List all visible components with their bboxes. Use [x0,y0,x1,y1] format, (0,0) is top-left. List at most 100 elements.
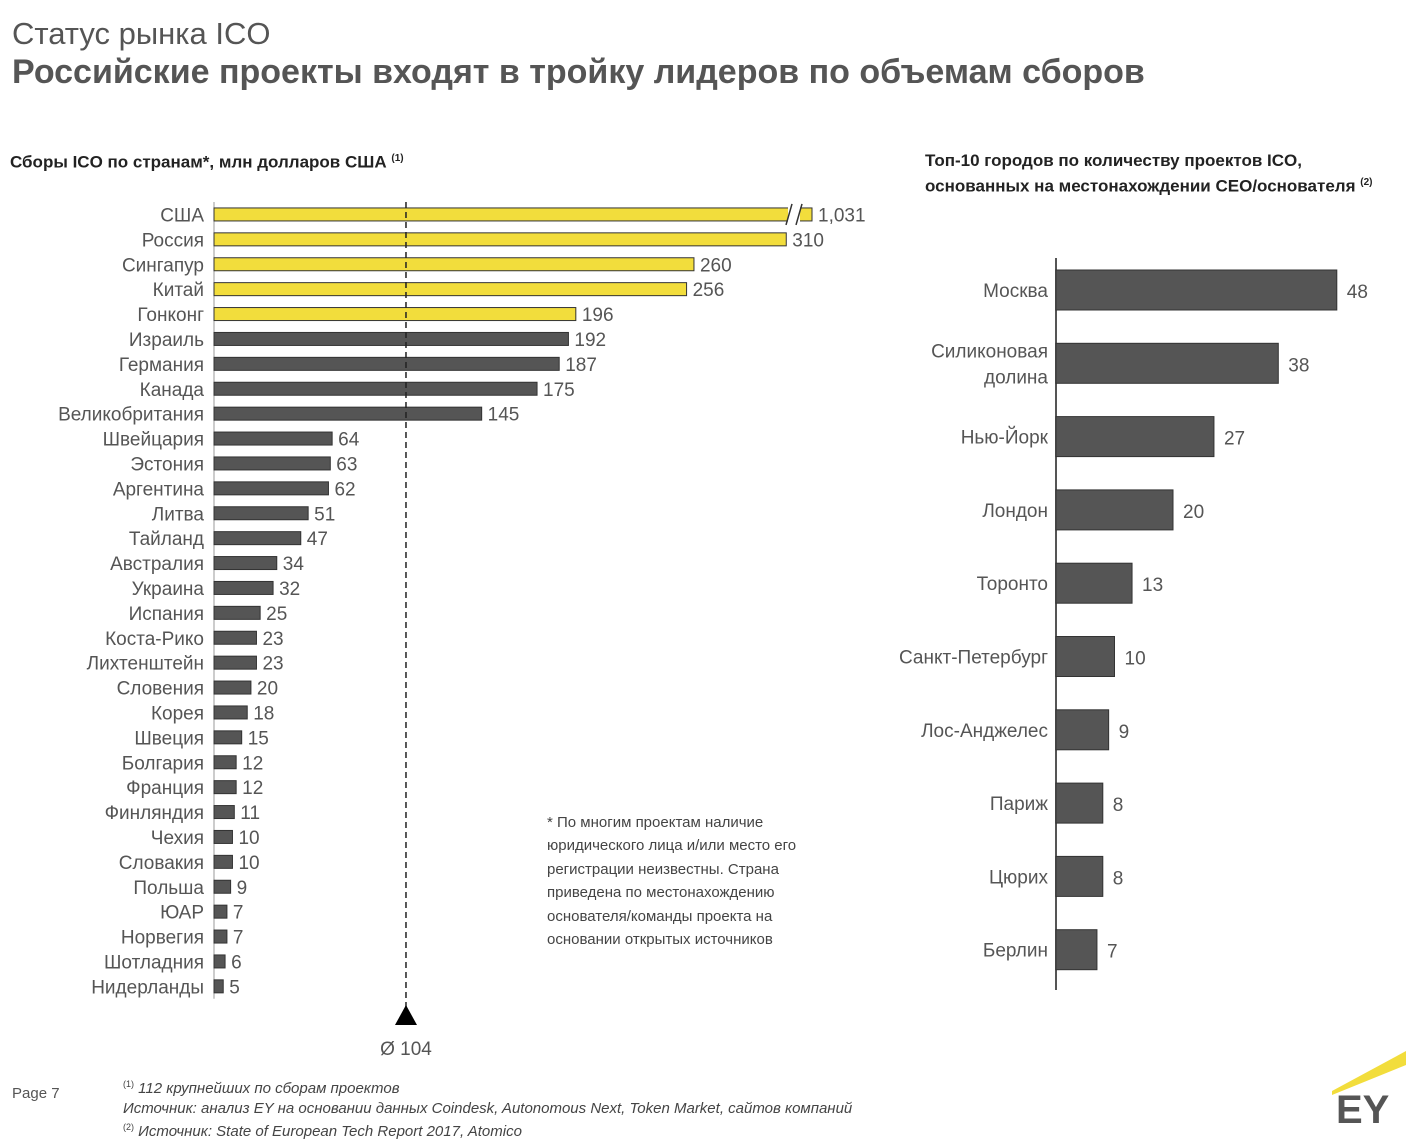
page-title: Российские проекты входят в тройку лидер… [12,53,1145,91]
countries-bar [213,331,569,346]
average-marker [394,1005,417,1025]
countries-bar [213,879,232,894]
countries-bar [213,207,813,222]
cities-bar [1055,709,1110,751]
countries-footnote: * По многим проектам наличие юридическог… [547,814,797,949]
cities-category-label: Лос-Анджелес [921,721,1048,742]
countries-bar-break-mark [795,203,803,226]
countries-value-label: 6 [231,952,242,973]
countries-bar [213,257,695,272]
footer-note-2-mark: (2) [123,1122,134,1132]
countries-category-label: Россия [142,230,204,251]
countries-value-label: 192 [574,330,606,351]
cities-bar [1055,416,1215,458]
countries-bar [213,232,787,247]
average-label: Ø 104 [380,1039,432,1060]
countries-bar [213,854,233,869]
cities-value-label: 27 [1224,429,1245,450]
countries-value-label: 145 [488,405,520,426]
countries-category-label: Нидерланды [91,977,204,998]
cities-value-label: 13 [1142,575,1163,596]
countries-category-label: Сингапур [122,255,204,276]
countries-bar [213,904,228,919]
countries-value-label: 64 [338,430,360,451]
countries-bar [213,979,224,994]
cities-bar [1055,342,1279,384]
page-number: Page 7 [12,1085,60,1102]
cities-category-label: Силиконовая [931,341,1048,362]
cities-category-label: Берлин [983,941,1048,962]
countries-value-label: 18 [253,703,274,724]
countries-category-label: Чехия [151,828,204,849]
countries-value-label: 20 [257,679,278,700]
cities-value-label: 8 [1113,868,1124,889]
countries-category-label: ЮАР [160,903,204,924]
footer-source-2-text: Источник: State of European Tech Report … [138,1123,522,1140]
countries-bar [213,755,237,770]
countries-chart-title-text: Сборы ICO по странам*, млн долларов США [10,152,387,172]
countries-category-label: Болгария [122,753,204,774]
cities-category-label: Цюрих [989,867,1048,888]
countries-category-label: Шотладния [104,952,204,973]
countries-category-label: Литва [152,504,205,525]
countries-value-label: 51 [314,504,335,525]
ey-logo-text: EY [1336,1088,1390,1131]
cities-category-label: Нью-Йорк [961,427,1049,449]
countries-chart-title: Сборы ICO по странам*, млн долларов США … [10,148,404,174]
countries-bar-break-mark [785,203,793,226]
countries-category-label: Китай [153,280,204,301]
footer-note-1-text: 112 крупнейших по сборам проектов [138,1080,400,1097]
countries-bar [213,282,688,297]
cities-bar [1055,562,1133,604]
countries-category-label: Испания [129,604,204,625]
countries-category-label: Коста-Рико [105,629,204,650]
countries-bar [213,381,538,396]
countries-category-label: Германия [119,355,204,376]
countries-bar [213,356,560,371]
countries-category-label: Финляндия [105,803,204,824]
cities-bar [1055,489,1174,531]
countries-value-label: 9 [237,878,248,899]
cities-bar [1055,636,1115,677]
countries-value-label: 310 [792,230,824,251]
countries-category-label: Великобритания [58,405,204,426]
countries-category-label: Лихтенштейн [87,654,204,675]
countries-bar [213,680,252,695]
countries-category-label: Израиль [129,330,204,351]
countries-category-label: Гонконг [137,305,204,326]
countries-bar [213,630,257,645]
countries-bar [213,929,228,944]
countries-value-label: 62 [334,479,355,500]
countries-value-label: 63 [336,454,357,475]
countries-value-label: 10 [238,828,259,849]
ey-logo-beam [1332,1051,1406,1095]
countries-bar [213,954,226,969]
countries-value-label: 196 [582,305,614,326]
countries-value-label: 25 [266,604,287,625]
countries-value-label: 7 [233,928,244,949]
countries-value-label: 12 [242,778,263,799]
countries-category-label: Польша [133,878,204,899]
countries-bar [213,605,261,620]
cities-category-label: Москва [983,281,1048,302]
countries-chart-title-note: (1) [391,153,404,164]
countries-category-label: США [160,205,204,226]
countries-category-label: Швейцария [103,430,204,451]
countries-bar [213,307,577,322]
footer-notes: (1) 112 крупнейших по сборам проектов Ис… [123,1075,852,1142]
cities-value-label: 7 [1107,942,1118,963]
footer-note-1: (1) 112 крупнейших по сборам проектов [123,1075,852,1099]
countries-category-label: Украина [132,579,205,600]
cities-value-label: 20 [1183,502,1204,523]
countries-category-label: Австралия [110,554,204,575]
countries-category-label: Словакия [119,853,204,874]
cities-value-label: 10 [1125,649,1146,670]
countries-bar [213,655,257,670]
cities-value-label: 38 [1288,355,1309,376]
countries-bar [213,456,331,471]
cities-bar-chart: Москва 48 Силиконовая долина 38 Нью-Йорк 27 Лон… [899,258,1368,990]
countries-value-label: 47 [307,529,328,550]
countries-value-label: 256 [693,280,725,301]
cities-value-label: 8 [1113,795,1124,816]
cities-bar [1055,782,1104,824]
